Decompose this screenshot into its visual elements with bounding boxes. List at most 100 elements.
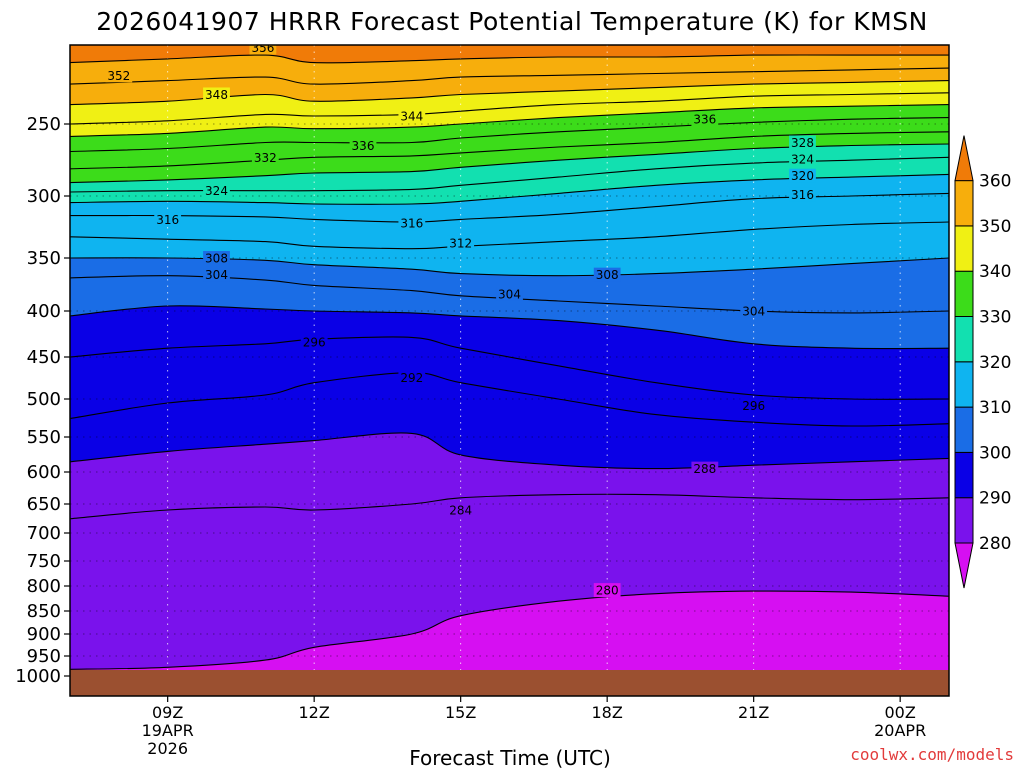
contour-label-bg	[349, 138, 377, 153]
x-tick-label: 2026	[147, 739, 188, 758]
colorbar-segment	[954, 451, 974, 499]
isentrope-332	[70, 131, 949, 170]
colorbar-segment	[954, 406, 974, 453]
contour-label: 308	[596, 268, 619, 282]
contour-label-bg	[398, 109, 426, 124]
contour-label: 320	[791, 169, 814, 183]
colorbar-segment	[954, 270, 974, 318]
contour-label: 296	[303, 335, 326, 349]
isentrope-356	[70, 54, 949, 64]
isentrope-292	[70, 372, 949, 427]
contour-label-bg	[789, 135, 816, 150]
contour-label-bg	[203, 87, 230, 102]
y-tick-label: 250	[27, 114, 61, 135]
contour-label: 356	[251, 41, 274, 55]
chart-title: 2026041907 HRRR Forecast Potential Tempe…	[96, 7, 928, 36]
contour-label: 304	[742, 305, 765, 319]
contour-label: 316	[791, 188, 814, 202]
contour-label: 336	[352, 139, 375, 153]
contour-label-bg	[154, 212, 182, 227]
contour-label-bg	[593, 267, 621, 282]
isentrope-352	[70, 67, 949, 85]
isentrope-348	[70, 80, 949, 106]
isentrope-340	[70, 104, 949, 137]
y-tick-label: 350	[27, 248, 61, 269]
contour-label-bg	[251, 150, 279, 165]
ground-layer	[70, 670, 949, 696]
contour-label: 352	[107, 69, 130, 83]
contour-label: 296	[742, 399, 765, 413]
contour-label: 280	[596, 584, 619, 598]
colorbar-low-triangle	[954, 542, 974, 589]
colorbar-tick-label: 300	[979, 443, 1011, 463]
contour-labels: 356 352 348 344 336 336 332 328 324 320 316 324 316 3…	[105, 41, 816, 598]
contour-label: 324	[791, 152, 814, 166]
x-tick-label: 15Z	[445, 703, 476, 722]
colorbar-segment	[954, 180, 974, 227]
colorbar-tick-label: 350	[979, 217, 1011, 237]
contour-label-bg	[300, 334, 328, 349]
contour-label-bg	[203, 267, 230, 282]
filled-bands	[70, 45, 949, 696]
contour-label-bg	[740, 304, 768, 318]
contour-label: 316	[400, 217, 423, 231]
contour-label: 316	[156, 213, 179, 227]
contour-label: 332	[254, 151, 277, 165]
x-tick-label: 19APR	[142, 721, 194, 740]
x-axis-title: Forecast Time (UTC)	[409, 746, 611, 768]
colorbar-tick-label: 360	[979, 172, 1011, 192]
y-tick-label: 450	[27, 347, 61, 368]
contour-label: 288	[693, 462, 716, 476]
contour-label-bg	[789, 168, 816, 183]
band-fill-280	[70, 591, 949, 696]
isentrope-304	[70, 275, 949, 314]
colorbar-tick-label: 340	[979, 262, 1011, 282]
colorbar-segment	[954, 361, 974, 408]
colorbar-tick-label: 310	[979, 398, 1011, 418]
contour-label-bg	[203, 183, 230, 198]
isentrope-308	[70, 257, 949, 277]
isentrope-280	[70, 590, 949, 670]
contour-label-bg	[496, 286, 523, 301]
y-tick-label: 650	[27, 494, 61, 515]
y-tick-label: 850	[27, 601, 61, 622]
contour-label: 312	[449, 236, 472, 250]
y-tick-label: 900	[27, 624, 61, 645]
y-tick-label: 750	[27, 551, 61, 572]
colorbar-segment	[954, 497, 974, 544]
y-tick-label: 700	[27, 523, 61, 544]
isentrope-284	[70, 493, 949, 520]
contour-label-bg	[740, 398, 768, 413]
x-tick-label: 18Z	[592, 703, 623, 722]
y-tick-label: 950	[27, 646, 61, 667]
credit-text[interactable]: coolwx.com/models	[850, 745, 1014, 764]
contour-label-bg	[691, 112, 719, 127]
contour-label: 328	[791, 136, 814, 150]
contour-label-bg	[447, 502, 475, 517]
isentrope-296	[70, 336, 949, 400]
y-tick-label: 800	[27, 576, 61, 597]
isentrope-300	[70, 305, 949, 350]
colorbar-segment	[954, 316, 974, 363]
contour-label-bg	[249, 45, 277, 55]
y-tick-label: 1000	[15, 666, 61, 687]
isentrope-344	[70, 92, 949, 125]
colorbar-segment	[954, 225, 974, 272]
x-tick-label: 12Z	[299, 703, 330, 722]
colorbar-tick-label: 320	[979, 353, 1011, 373]
isentrope-lines	[70, 54, 949, 670]
contour-label: 324	[205, 184, 228, 198]
y-tick-label: 300	[27, 186, 61, 207]
contour-label: 344	[400, 110, 423, 124]
contour-label-bg	[398, 216, 426, 231]
contour-label-bg	[691, 461, 719, 476]
plot-border	[69, 44, 950, 697]
y-tick-label: 550	[27, 427, 61, 448]
colorbar-tick-label: 290	[979, 489, 1011, 509]
contour-label: 304	[498, 287, 521, 301]
x-tick-label: 09Z	[152, 703, 183, 722]
x-tick-label: 00Z	[885, 703, 916, 722]
colorbar-tick-label: 330	[979, 308, 1011, 328]
